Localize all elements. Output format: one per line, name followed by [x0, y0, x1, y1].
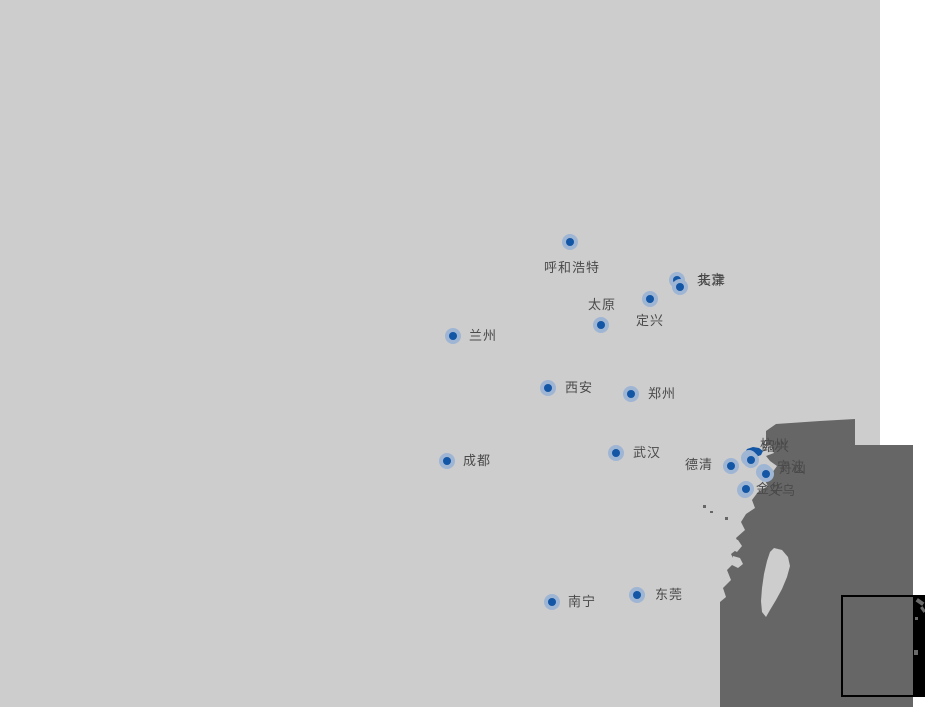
- city-marker-兰州[interactable]: [445, 328, 461, 344]
- city-label-南宁: 南宁: [568, 595, 597, 610]
- map-land-tiles-north: [0, 0, 880, 445]
- city-label-东莞: 东莞: [655, 588, 684, 603]
- city-marker-舟山[interactable]: [758, 466, 774, 482]
- city-marker-太原[interactable]: [593, 317, 609, 333]
- city-marker-成都[interactable]: [439, 453, 455, 469]
- south-sea-inset: [841, 595, 925, 697]
- city-marker-义乌[interactable]: [738, 481, 754, 497]
- city-label-义乌: 义乌: [768, 484, 797, 499]
- city-label-绍兴: 绍兴: [762, 440, 791, 455]
- city-marker-东莞[interactable]: [629, 587, 645, 603]
- inset-island-mark: [915, 617, 918, 620]
- city-label-太原: 太原: [588, 298, 617, 313]
- city-label-呼和浩特: 呼和浩特: [544, 261, 601, 276]
- inset-island-mark: [914, 650, 918, 655]
- city-label-定兴: 定兴: [636, 314, 665, 329]
- city-label-武汉: 武汉: [633, 446, 662, 461]
- city-label-兰州: 兰州: [469, 329, 498, 344]
- city-marker-定兴[interactable]: [642, 291, 658, 307]
- city-label-西安: 西安: [565, 381, 594, 396]
- city-label-郑州: 郑州: [648, 387, 677, 402]
- city-label-天津: 天津: [698, 274, 727, 289]
- city-marker-郑州[interactable]: [623, 386, 639, 402]
- city-marker-绍兴[interactable]: [743, 452, 759, 468]
- city-label-北京: 北京: [697, 273, 726, 288]
- city-label-成都: 成都: [463, 454, 492, 469]
- map-land-tiles-west: [0, 445, 720, 707]
- city-label-舟山: 舟山: [779, 462, 808, 477]
- city-marker-武汉[interactable]: [608, 445, 624, 461]
- city-marker-天津[interactable]: [672, 279, 688, 295]
- city-marker-南宁[interactable]: [544, 594, 560, 610]
- city-label-宁波: 宁波: [777, 460, 806, 475]
- inset-unloaded-area: [913, 597, 925, 695]
- city-marker-德清[interactable]: [723, 458, 739, 474]
- city-marker-呼和浩特[interactable]: [562, 234, 578, 250]
- city-label-德清: 德清: [685, 458, 714, 473]
- inset-island-mark: [920, 606, 925, 613]
- inset-island-mark: [915, 598, 925, 606]
- city-marker-西安[interactable]: [540, 380, 556, 396]
